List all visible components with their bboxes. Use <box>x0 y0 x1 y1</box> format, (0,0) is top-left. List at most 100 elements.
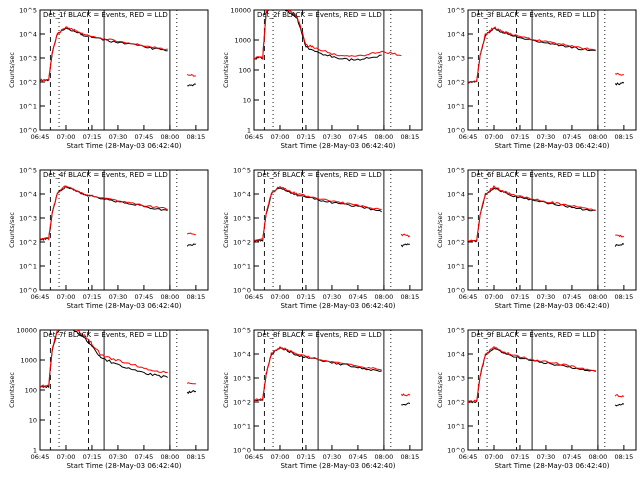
x-tick-label: 07:30 <box>323 133 342 141</box>
x-tick-label: 07:30 <box>109 453 128 461</box>
y-tick-label: 10^0 <box>19 127 37 135</box>
x-axis-label: Start Time (28-May-03 06:42:40) <box>494 142 609 150</box>
y-tick-label: 100 <box>239 67 251 75</box>
plot-frame <box>39 169 209 291</box>
x-tick-label: 08:15 <box>401 293 420 301</box>
panel-title: Det_5f BLACK = Events, RED = LLD <box>257 171 382 179</box>
panel-title: Det_1f BLACK = Events, RED = LLD <box>43 11 168 19</box>
y-tick-label: 10^4 <box>447 191 465 199</box>
y-tick-label: 10^5 <box>19 7 37 15</box>
y-tick-label: 10^1 <box>447 423 465 431</box>
y-axis-label: Counts/sec <box>8 212 16 248</box>
y-tick-label: 10^3 <box>447 215 465 223</box>
x-axis-label: Start Time (28-May-03 06:42:40) <box>66 142 181 150</box>
y-tick-label: 10^2 <box>233 239 251 247</box>
y-tick-label: 10^2 <box>447 79 465 87</box>
x-tick-label: 07:30 <box>537 133 556 141</box>
y-tick-label: 10^4 <box>19 31 37 39</box>
y-tick-label: 10^5 <box>233 167 251 175</box>
series-line-events <box>614 81 625 86</box>
series-line-lld <box>614 394 625 398</box>
x-axis-label: Start Time (28-May-03 06:42:40) <box>280 462 395 470</box>
y-tick-label: 10^2 <box>19 239 37 247</box>
x-tick-label: 08:00 <box>161 453 180 461</box>
x-tick-label: 07:15 <box>297 453 316 461</box>
x-tick-label: 07:45 <box>563 453 582 461</box>
x-tick-label: 07:30 <box>323 293 342 301</box>
plot-frame <box>253 169 423 291</box>
y-axis-label: Counts/sec <box>222 372 230 408</box>
x-tick-label: 06:45 <box>31 453 50 461</box>
series-line-lld <box>615 234 624 238</box>
plot-frame <box>39 329 209 451</box>
y-tick-label: 1000 <box>234 37 251 45</box>
x-tick-label: 07:30 <box>537 453 556 461</box>
y-axis-label: Counts/sec <box>436 52 444 88</box>
y-tick-label: 10^4 <box>233 191 251 199</box>
x-tick-label: 08:00 <box>161 133 180 141</box>
y-tick-label: 10^3 <box>447 375 465 383</box>
y-tick-label: 10^1 <box>19 103 37 111</box>
x-tick-label: 07:00 <box>57 293 76 301</box>
y-tick-label: 100 <box>25 387 37 395</box>
series-line-events <box>614 402 625 407</box>
x-tick-label: 06:45 <box>459 293 478 301</box>
y-tick-label: 1 <box>247 127 251 135</box>
plot-frame <box>467 169 637 291</box>
panel-det-8: 10^0 10^1 10^2 10^3 10^4 10^5 06:45 07:00 07:15 0… <box>222 327 423 470</box>
x-tick-label: 08:15 <box>187 453 206 461</box>
y-tick-label: 10^5 <box>447 7 465 15</box>
y-tick-label: 10^0 <box>447 287 465 295</box>
y-tick-label: 10^1 <box>447 103 465 111</box>
x-tick-label: 06:45 <box>31 133 50 141</box>
x-tick-label: 07:00 <box>271 293 290 301</box>
x-tick-label: 07:00 <box>485 133 504 141</box>
series-line-lld <box>254 10 402 61</box>
y-tick-label: 10^4 <box>19 191 37 199</box>
panel-title: Det_8f BLACK = Events, RED = LLD <box>257 331 382 339</box>
y-tick-label: 10^2 <box>447 399 465 407</box>
y-tick-label: 10^4 <box>447 351 465 359</box>
x-tick-label: 07:15 <box>83 133 102 141</box>
series-line-events <box>400 243 410 248</box>
y-tick-label: 10000 <box>230 7 251 15</box>
y-axis-label: Counts/sec <box>222 212 230 248</box>
series-line-lld <box>254 346 382 402</box>
y-tick-label: 10^3 <box>19 215 37 223</box>
panel-det-6: 10^0 10^1 10^2 10^3 10^4 10^5 06:45 07:00 07:15 0… <box>436 167 637 310</box>
y-tick-label: 10^3 <box>447 55 465 63</box>
x-tick-label: 06:45 <box>245 293 264 301</box>
y-tick-label: 10000 <box>16 327 37 335</box>
panel-title: Det_3f BLACK = Events, RED = LLD <box>471 11 596 19</box>
x-tick-label: 08:15 <box>615 133 634 141</box>
x-tick-label: 07:45 <box>135 453 154 461</box>
x-tick-label: 07:45 <box>349 453 368 461</box>
x-tick-label: 08:15 <box>615 293 634 301</box>
y-tick-label: 10^0 <box>233 447 251 455</box>
x-tick-label: 08:15 <box>401 453 420 461</box>
x-tick-label: 07:30 <box>109 293 128 301</box>
x-tick-label: 08:00 <box>161 293 180 301</box>
y-axis-label: Counts/sec <box>436 372 444 408</box>
x-axis-label: Start Time (28-May-03 06:42:40) <box>494 462 609 470</box>
y-axis-label: Counts/sec <box>8 372 16 408</box>
series-line-lld <box>254 185 382 242</box>
series-line-events <box>187 83 197 87</box>
x-axis-label: Start Time (28-May-03 06:42:40) <box>494 302 609 310</box>
series-line-events <box>186 389 197 395</box>
series-line-lld <box>614 72 624 76</box>
x-tick-label: 08:15 <box>187 293 206 301</box>
series-line-lld <box>40 330 168 388</box>
plot-frame <box>39 9 209 131</box>
plot-frame <box>467 9 637 131</box>
y-tick-label: 10^0 <box>19 287 37 295</box>
x-tick-label: 07:30 <box>109 133 128 141</box>
series-line-lld <box>186 232 196 236</box>
x-tick-label: 06:45 <box>245 133 264 141</box>
x-tick-label: 07:45 <box>563 293 582 301</box>
series-line-lld <box>40 185 168 241</box>
x-tick-label: 08:00 <box>375 453 394 461</box>
panel-title: Det_4f BLACK = Events, RED = LLD <box>43 171 168 179</box>
y-tick-label: 10^2 <box>233 399 251 407</box>
panel-title: Det_6f BLACK = Events, RED = LLD <box>471 171 596 179</box>
